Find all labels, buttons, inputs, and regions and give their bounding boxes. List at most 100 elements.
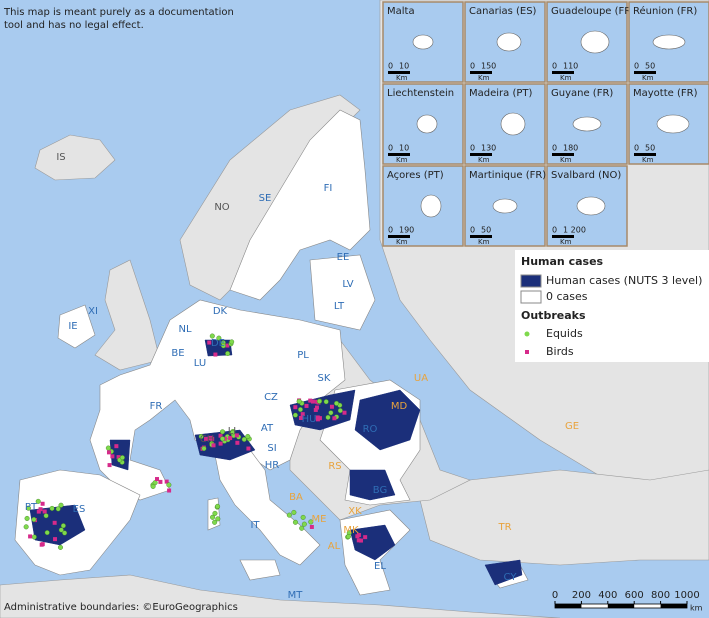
bird-marker [114, 444, 119, 449]
equid-marker [105, 445, 111, 451]
inset-scale-bar [470, 235, 492, 238]
equid-marker [299, 525, 305, 531]
bird-marker [110, 454, 115, 459]
italy [214, 449, 321, 566]
equid-marker [166, 482, 172, 488]
inset-scale-label: 10 [399, 62, 409, 71]
country-label: DE [211, 338, 225, 349]
bird-marker [308, 398, 313, 403]
equid-marker [62, 530, 68, 536]
equid-marker [57, 544, 63, 550]
equid-marker [152, 480, 158, 486]
inset-land [416, 114, 438, 134]
country-label: MD [391, 401, 408, 412]
bird-marker [39, 542, 44, 547]
inset-scale-bar [388, 235, 410, 238]
scale-label: 600 [625, 590, 644, 601]
equid-marker [31, 517, 37, 523]
bird-marker [304, 403, 309, 408]
case-area [349, 469, 396, 501]
inset-scale-bar [552, 153, 574, 156]
inset-scale-label: 10 [399, 144, 409, 153]
disclaimer: tool and has no legal effect. [4, 20, 144, 31]
scale-label: 0 [552, 590, 558, 601]
inset-scale-label: 0 [634, 144, 639, 153]
inset-land [656, 114, 690, 134]
country-label: BG [373, 485, 387, 496]
equid-marker [215, 516, 221, 522]
inset-scale-bar [388, 153, 410, 156]
country-label: HU [302, 414, 317, 425]
bird-marker [106, 450, 111, 455]
bird-marker [317, 416, 322, 421]
country-label: CZ [264, 392, 278, 403]
country-label: FR [150, 401, 163, 412]
inset-scale-unit: Km [396, 156, 408, 164]
bird-marker [28, 534, 33, 539]
disclaimer: This map is meant purely as a documentat… [3, 7, 234, 18]
country-label: PT [25, 502, 38, 513]
inset-scale-unit: Km [642, 74, 654, 82]
scale-unit: km [690, 604, 703, 613]
country-label: LT [334, 301, 345, 312]
bird-marker [208, 435, 213, 440]
equid-marker [55, 506, 61, 512]
inset-land [492, 198, 518, 214]
inset-scale-bar [634, 71, 656, 74]
scale-label: 1000 [674, 590, 699, 601]
equid-marker [212, 510, 218, 516]
bird-marker [313, 407, 318, 412]
equid-marker [58, 502, 64, 508]
country-label: SK [318, 373, 331, 384]
country-label: BE [171, 348, 184, 359]
inset-land [500, 112, 526, 136]
country-label: LU [194, 358, 206, 369]
country-label: CH [200, 434, 215, 445]
inset-land [580, 30, 610, 54]
equid-marker [297, 407, 303, 413]
equid-marker [198, 433, 204, 439]
scale-segment [607, 604, 635, 608]
equid-marker [24, 515, 30, 521]
country-label: SE [259, 193, 272, 204]
turkey [419, 469, 709, 566]
inset-land [576, 196, 606, 216]
legend-swatch [520, 274, 542, 288]
bird-marker [246, 446, 251, 451]
bird-marker [158, 479, 163, 484]
case-area [484, 559, 523, 586]
country-label: NL [178, 324, 191, 335]
central-eu [89, 299, 346, 501]
bird-marker [167, 488, 172, 493]
equid-marker [216, 335, 222, 341]
inset-scale-label: 50 [481, 226, 491, 235]
inset-scale-label: 0 [634, 62, 639, 71]
inset-title: Canarias (ES) [469, 6, 537, 17]
equid-marker [292, 519, 298, 525]
equid-marker [209, 333, 215, 339]
bird-marker [228, 436, 233, 441]
equid-marker [215, 503, 221, 509]
attribution: Administrative boundaries: ©EuroGeograph… [4, 602, 238, 613]
scale-label: 400 [598, 590, 617, 601]
inset-title: Malta [387, 6, 415, 17]
equid-marker [300, 514, 306, 520]
bird-marker [218, 441, 223, 446]
bird-marker [332, 416, 337, 421]
bird-marker [300, 412, 305, 417]
scale-label: 800 [651, 590, 670, 601]
great-britain [94, 259, 161, 371]
country-label: FI [324, 183, 333, 194]
legend-label: Birds [546, 345, 574, 358]
bird-marker [204, 436, 209, 441]
equid-marker [220, 429, 226, 435]
inset-scale-bar [552, 235, 574, 238]
bird-marker [36, 509, 41, 514]
inset-title: Martinique (FR) [469, 170, 546, 181]
equid-marker [43, 513, 49, 519]
inset-title: Açores (PT) [387, 170, 444, 181]
equid-marker [25, 505, 31, 511]
inset-scale-label: 0 [470, 62, 475, 71]
country-label: MT [288, 590, 304, 601]
bird-marker [358, 538, 363, 543]
